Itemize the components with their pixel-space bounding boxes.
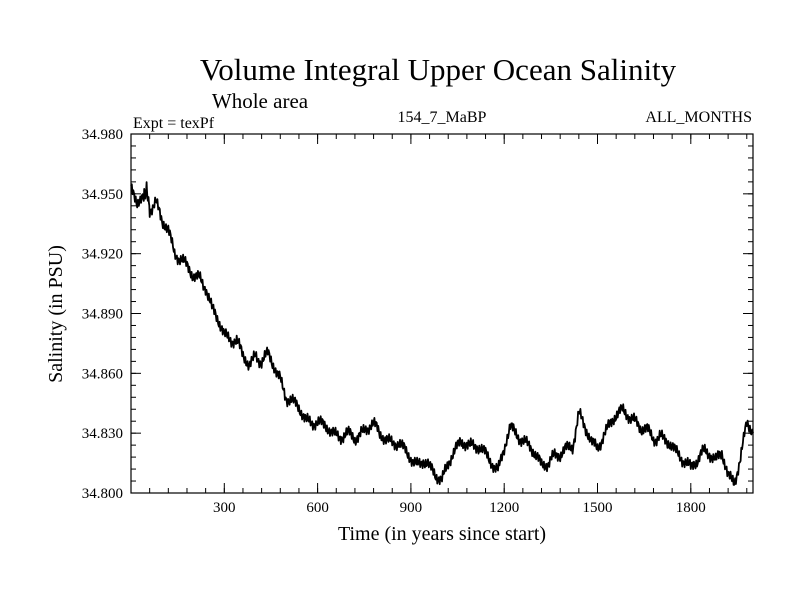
- salinity-series-line: [130, 181, 754, 486]
- experiment-label: Expt = texPf: [133, 115, 215, 132]
- x-tick-label: 300: [213, 500, 236, 516]
- x-tick-label: 1800: [676, 500, 706, 516]
- x-tick-label: 900: [400, 500, 423, 516]
- x-tick-label: 600: [306, 500, 329, 516]
- y-tick-label: 34.830: [82, 426, 123, 442]
- x-tick-labels: 300 600 900 1200 1500 1800: [213, 500, 706, 516]
- axis-ticks: [131, 133, 753, 494]
- y-tick-label: 34.890: [82, 307, 123, 323]
- x-tick-label: 1200: [489, 500, 519, 516]
- y-axis-label: Salinity (in PSU): [45, 245, 67, 383]
- chart-subtitle: Whole area: [212, 89, 309, 113]
- x-axis-label: Time (in years since start): [338, 523, 546, 545]
- y-tick-label: 34.950: [82, 187, 123, 203]
- months-label: ALL_MONTHS: [645, 109, 752, 126]
- x-tick-label: 1500: [583, 500, 613, 516]
- y-tick-label: 34.860: [82, 366, 123, 382]
- y-tick-labels: 34.800 34.830 34.860 34.890 34.920 34.950 34.9…: [82, 127, 123, 502]
- run-label: 154_7_MaBP: [398, 109, 487, 126]
- y-tick-label: 34.980: [82, 127, 123, 143]
- y-tick-label: 34.920: [82, 247, 123, 263]
- chart-title: Volume Integral Upper Ocean Salinity: [200, 52, 677, 87]
- y-tick-label: 34.800: [82, 486, 123, 502]
